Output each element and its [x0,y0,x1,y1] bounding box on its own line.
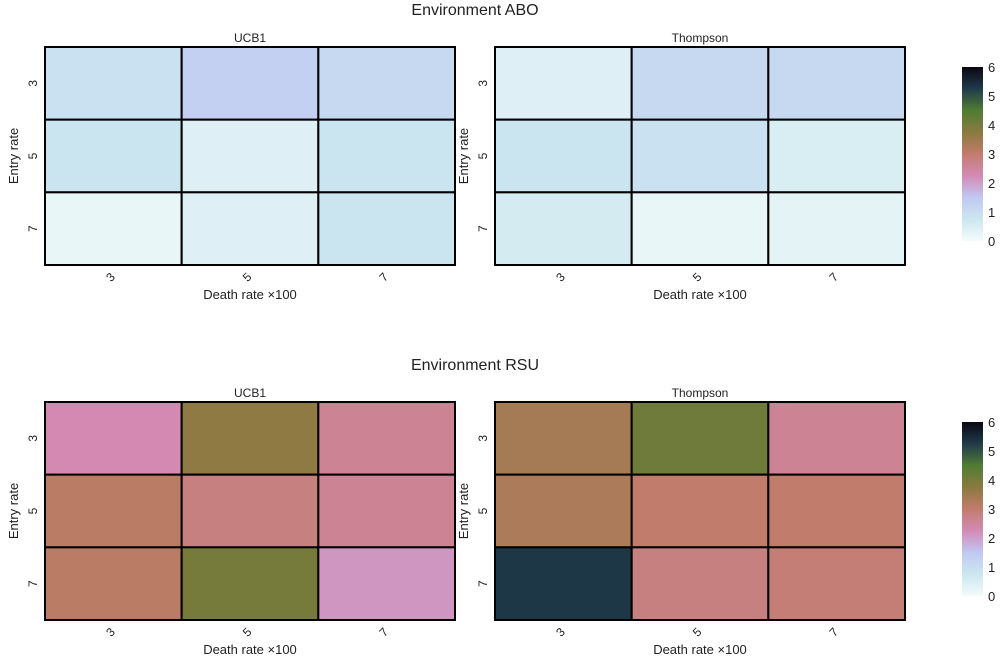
y-tick-label: 3 [26,80,40,87]
y-axis-label: Entry rate [6,483,21,539]
heatmap-cell [180,546,320,621]
colorbar-gradient [962,422,983,596]
x-tick-label: 3 [103,270,118,285]
colorbar-tick-label: 0 [988,234,995,249]
heatmap-cell [494,191,633,266]
heatmap-cell [494,46,633,121]
heatmap-panel: Thompson 3 5 7 3 5 7 Death rate ×100 Entry rate [456,31,906,302]
x-tick-label: 3 [553,270,568,285]
y-tick-label: 7 [26,580,40,587]
x-axis-label: Death rate ×100 [203,642,297,657]
y-axis-label: Entry rate [456,483,471,539]
heatmap-panel: Thompson 3 5 7 3 5 7 Death rate ×100 Entry rate [456,386,906,657]
colorbar: 0 1 2 3 4 5 6 [962,415,995,604]
colorbar-tick-label: 3 [988,147,995,162]
subplot-title: Thompson [672,31,729,45]
colorbar-tick-label: 6 [988,60,995,75]
heatmap-cell [44,473,183,549]
colorbar-tick-label: 0 [988,589,995,604]
y-tick-label: 5 [26,152,40,159]
colorbar-tick-label: 3 [988,502,995,517]
heatmap-cell [494,473,633,549]
heatmap-cell [44,46,183,121]
y-tick-label: 5 [476,152,490,159]
x-tick-label: 7 [827,270,842,285]
colorbar-tick-label: 1 [988,560,995,575]
environment-title: Environment ABO [411,2,538,19]
x-axis-label: Death rate ×100 [203,287,297,302]
y-tick-label: 3 [476,435,490,442]
heatmap-cell [317,118,457,194]
colorbar-tick-label: 6 [988,415,995,430]
heatmap-cell [317,473,457,549]
heatmap-cell [317,191,457,266]
heatmap-cell [317,546,457,621]
x-tick-label: 5 [240,625,255,640]
heatmap-panel: UCB1 3 5 7 3 5 7 Death rate ×100 Entry rate [6,386,457,657]
y-tick-label: 7 [476,580,490,587]
heatmap-cell [44,546,183,621]
heatmap-cell [180,118,320,194]
y-tick-label: 3 [476,80,490,87]
heatmap-cell [180,473,320,549]
y-tick-label: 5 [26,507,40,514]
heatmap-cell [630,546,770,621]
heatmap-cell [317,401,457,476]
heatmap-cell [767,46,906,121]
heatmap-cell [44,118,183,194]
heatmap-cell [630,46,770,121]
heatmap-cell [180,46,320,121]
heatmap-cell [494,118,633,194]
colorbar-tick-label: 4 [988,118,995,133]
y-axis-label: Entry rate [6,128,21,184]
x-axis-label: Death rate ×100 [653,642,747,657]
x-tick-label: 7 [377,625,392,640]
heatmap-cell [44,191,183,266]
heatmap-panel: UCB1 3 5 7 3 5 7 Death rate ×100 Entry rate [6,31,457,302]
heatmap-cell [180,191,320,266]
heatmap-cell [317,46,457,121]
y-axis-label: Entry rate [456,128,471,184]
x-tick-label: 3 [553,625,568,640]
heatmap-cell [44,401,183,476]
colorbar-tick-label: 1 [988,205,995,220]
colorbar-tick-label: 2 [988,176,995,191]
heatmap-cell [494,546,633,621]
subplot-title: UCB1 [234,386,266,400]
heatmap-cell [630,118,770,194]
heatmap-cell [630,473,770,549]
heatmap-cell [767,401,906,476]
colorbar-tick-label: 2 [988,531,995,546]
colorbar-tick-label: 4 [988,473,995,488]
x-tick-label: 7 [827,625,842,640]
y-tick-label: 7 [476,225,490,232]
heatmap-cell [494,401,633,476]
x-tick-label: 5 [690,270,705,285]
heatmap-cell [767,191,906,266]
subplot-title: Thompson [672,386,729,400]
subplot-title: UCB1 [234,31,266,45]
x-tick-label: 5 [690,625,705,640]
heatmap-cell [630,401,770,476]
colorbar-tick-label: 5 [988,444,995,459]
y-tick-label: 7 [26,225,40,232]
x-axis-label: Death rate ×100 [653,287,747,302]
heatmap-cell [767,118,906,194]
heatmap-cell [630,191,770,266]
x-tick-label: 7 [377,270,392,285]
y-tick-label: 3 [26,435,40,442]
colorbar: 0 1 2 3 4 5 6 [962,60,995,249]
x-tick-label: 5 [240,270,255,285]
environment-title: Environment RSU [411,357,539,374]
heatmap-cell [767,473,906,549]
x-tick-label: 3 [103,625,118,640]
heatmap-cell [180,401,320,476]
colorbar-tick-label: 5 [988,89,995,104]
colorbar-gradient [962,67,983,241]
heatmap-cell [767,546,906,621]
y-tick-label: 5 [476,507,490,514]
